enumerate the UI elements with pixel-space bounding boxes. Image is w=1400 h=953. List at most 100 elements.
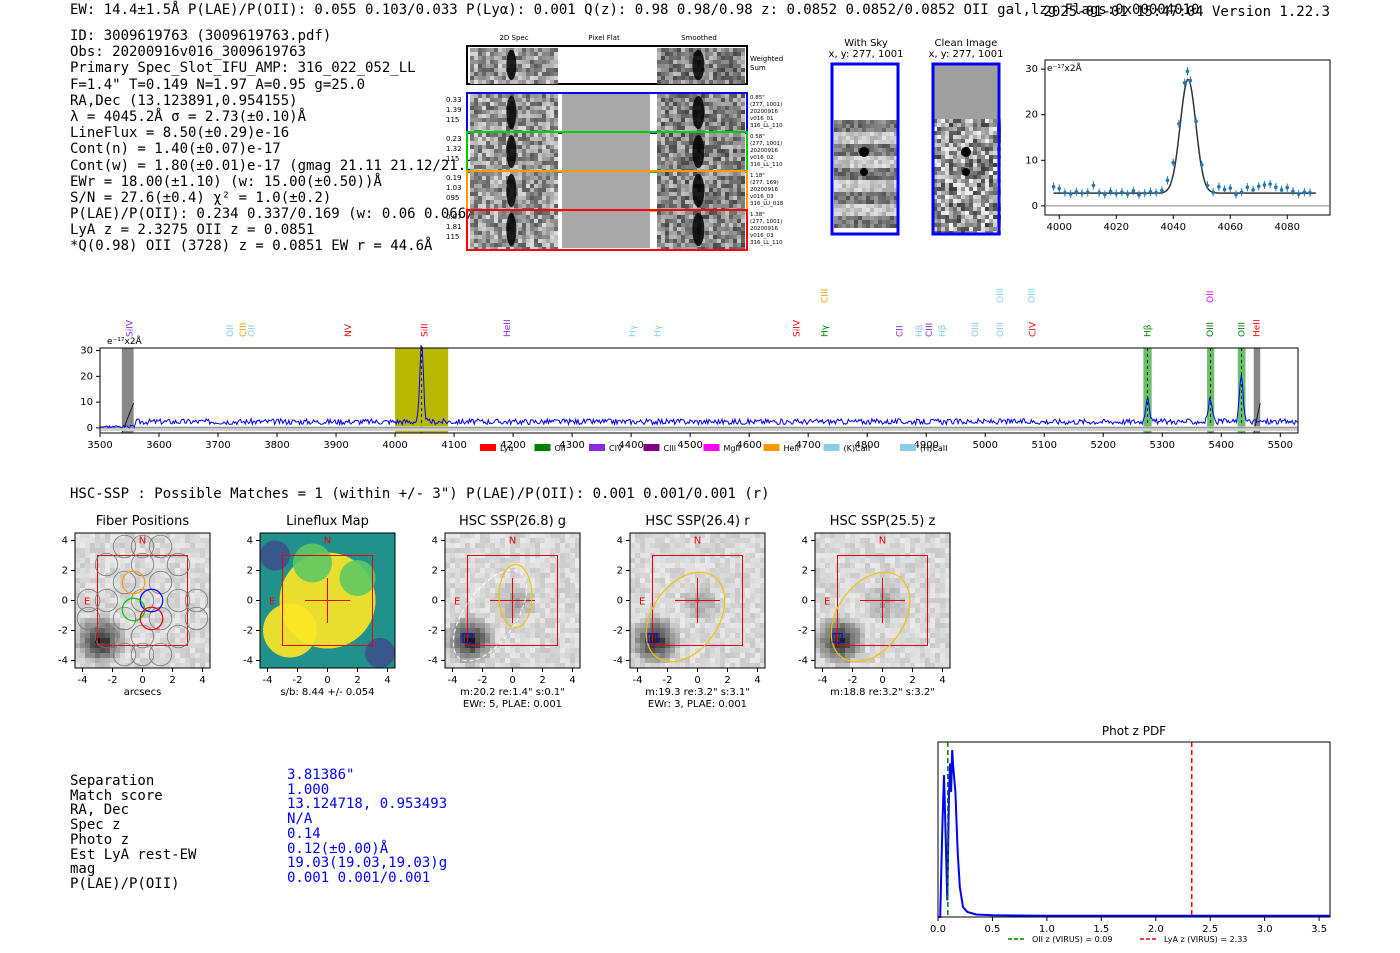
pixel — [945, 195, 949, 199]
pixel — [455, 548, 460, 553]
pixel — [709, 98, 713, 102]
pixel — [850, 204, 854, 208]
pixel — [713, 137, 717, 141]
pixel — [470, 239, 474, 243]
pixel — [470, 52, 474, 56]
pixel — [535, 558, 540, 563]
pixel — [973, 187, 977, 191]
pixel — [502, 60, 506, 64]
pixel — [470, 80, 474, 84]
pixel — [866, 208, 870, 212]
pixel — [490, 223, 494, 227]
pixel — [115, 623, 120, 628]
legend-label: MgII — [724, 444, 741, 453]
pixel — [705, 114, 709, 118]
pixel — [961, 219, 965, 223]
pixel — [554, 180, 558, 184]
pixel — [709, 172, 713, 176]
pixel — [575, 578, 580, 583]
pixel — [145, 543, 150, 548]
pixel — [834, 184, 838, 188]
pixel — [490, 603, 495, 608]
pixel — [882, 196, 886, 200]
pixel — [685, 72, 689, 76]
pixel — [494, 153, 498, 157]
pixel — [550, 52, 554, 56]
pixel — [518, 157, 522, 161]
pixel — [953, 175, 957, 179]
pixel — [534, 153, 538, 157]
zoom-data-point — [1245, 185, 1250, 189]
zoom-data-point — [1080, 191, 1084, 195]
pixel — [135, 543, 140, 548]
pixel — [677, 98, 681, 102]
pixel — [737, 196, 741, 200]
pixel — [854, 144, 858, 148]
pixel — [554, 64, 558, 68]
pixel — [981, 135, 985, 139]
pixel — [175, 568, 180, 573]
pixel — [850, 136, 854, 140]
pixel — [565, 533, 570, 538]
pixel — [685, 231, 689, 235]
weighted-sum-label: Sum — [750, 64, 766, 72]
pixel — [460, 618, 465, 623]
pixel — [510, 648, 515, 653]
pixel — [498, 180, 502, 184]
pixel — [985, 183, 989, 187]
pixel — [705, 227, 709, 231]
pixel — [85, 553, 90, 558]
pixel — [717, 68, 721, 72]
pixel — [525, 658, 530, 663]
pixel — [838, 168, 842, 172]
cutout-row-left-label: 115 — [446, 233, 459, 241]
pixel — [709, 133, 713, 137]
pixel — [155, 568, 160, 573]
pixel — [546, 184, 550, 188]
pixel — [717, 215, 721, 219]
pixel — [866, 220, 870, 224]
pixel — [850, 124, 854, 128]
pixel — [538, 172, 542, 176]
pixel — [933, 151, 937, 155]
pixel — [685, 141, 689, 145]
pixel — [110, 573, 115, 578]
pixel — [953, 187, 957, 191]
pixel — [858, 180, 862, 184]
east-label: E — [84, 597, 90, 608]
pixel — [657, 215, 661, 219]
pixel — [866, 124, 870, 128]
pixel — [522, 196, 526, 200]
pixel — [989, 211, 993, 215]
pixel — [985, 139, 989, 143]
pixel — [866, 136, 870, 140]
pixel — [550, 153, 554, 157]
pixel — [155, 573, 160, 578]
pixel — [130, 633, 135, 638]
pixel — [75, 568, 80, 573]
pixel — [870, 128, 874, 132]
pixel — [981, 163, 985, 167]
pixel — [705, 118, 709, 122]
pixel — [989, 179, 993, 183]
pixel — [554, 102, 558, 106]
pixel — [550, 192, 554, 196]
pixel — [105, 588, 110, 593]
pixel — [842, 188, 846, 192]
pixel — [733, 141, 737, 145]
zoom-data-point — [1239, 190, 1244, 195]
pixel — [657, 172, 661, 176]
pixel — [685, 227, 689, 231]
pixel — [665, 204, 669, 208]
pixel — [522, 188, 526, 192]
pixel — [661, 110, 665, 114]
pixel — [937, 131, 941, 135]
emission-line-name: OIII — [1206, 322, 1216, 337]
pixel — [514, 165, 518, 169]
pixel — [515, 658, 520, 663]
pixel — [717, 126, 721, 130]
pixel — [945, 167, 949, 171]
pixel — [486, 219, 490, 223]
pixel — [957, 139, 961, 143]
pixel — [130, 563, 135, 568]
